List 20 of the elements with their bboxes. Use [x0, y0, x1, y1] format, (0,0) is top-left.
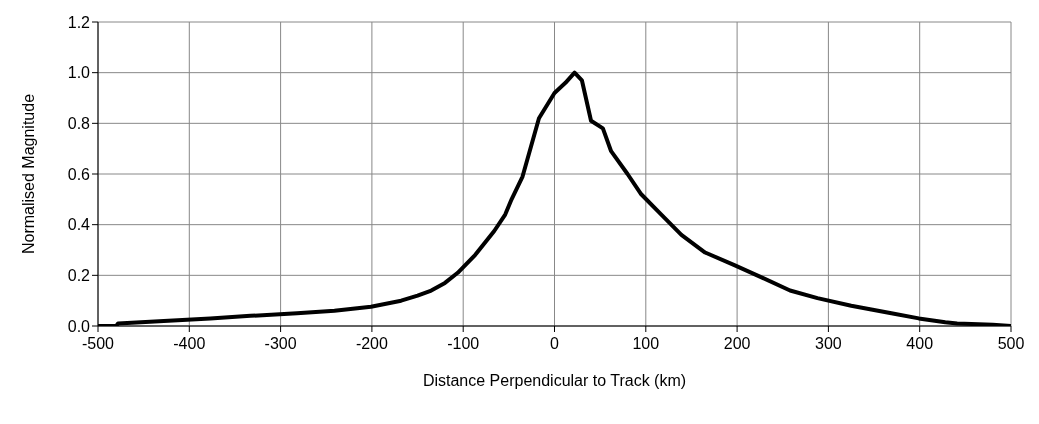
y-tick-label: 1.0	[67, 64, 91, 82]
x-tick-label: -200	[355, 335, 389, 353]
y-tick-label: 0.4	[67, 216, 91, 234]
x-tick-label: -300	[264, 335, 297, 353]
x-tick-label: 500	[997, 335, 1025, 353]
x-tick-label: -500	[81, 335, 115, 353]
y-axis-title: Normalised Magnitude	[19, 93, 37, 255]
x-tick-label: 100	[632, 335, 660, 353]
x-axis-title: Distance Perpendicular to Track (km)	[422, 372, 687, 389]
y-tick-label: 0.8	[67, 115, 91, 133]
x-tick-label: 300	[815, 335, 842, 353]
x-tick-label: 400	[906, 335, 934, 353]
x-tick-label: 0	[550, 335, 560, 353]
y-tick-label: 0.0	[67, 317, 91, 335]
x-tick-label: -400	[173, 335, 206, 353]
y-tick-label: 1.2	[67, 13, 91, 31]
y-tick-label: 0.2	[67, 267, 91, 285]
y-tick-label: 0.6	[67, 165, 91, 183]
x-tick-label: 200	[723, 335, 751, 353]
x-tick-label: -100	[447, 335, 480, 353]
